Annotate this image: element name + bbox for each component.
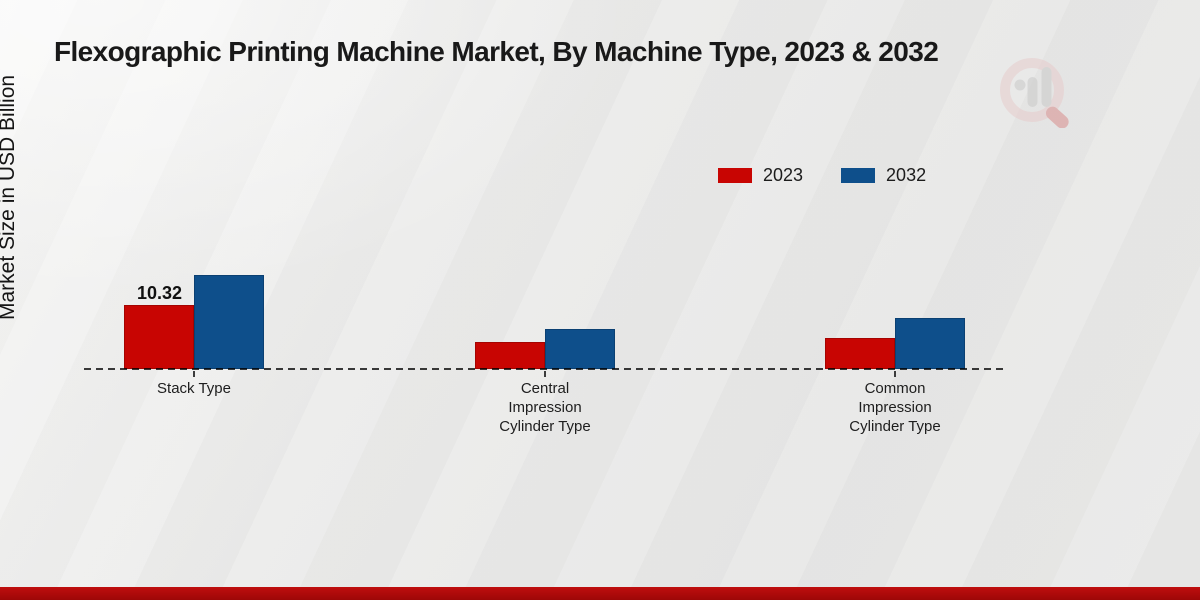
category-label-common-impression: Common Impression Cylinder Type [849, 380, 941, 435]
legend-label-2023: 2023 [763, 165, 804, 185]
bar-central-impression-2032 [545, 329, 615, 369]
footer-accent-bar [0, 587, 1200, 600]
x-axis-baseline [84, 368, 1008, 370]
category-label-central-impression: Central Impression Cylinder Type [499, 380, 591, 435]
bar-common-impression-2032 [895, 318, 965, 369]
legend: 2023 2032 [718, 165, 926, 186]
bar-stack-type-2023 [124, 305, 194, 369]
x-tick-stack-type [193, 371, 195, 377]
bar-common-impression-2023 [825, 338, 895, 369]
legend-swatch-2023 [718, 168, 752, 183]
legend-label-2032: 2032 [886, 165, 927, 185]
bar-stack-type-2032 [194, 275, 264, 369]
magnifier-bar-chart-logo-icon [996, 54, 1078, 133]
category-label-stack-type: Stack Type [157, 380, 231, 397]
legend-item-2032: 2032 [841, 165, 926, 186]
data-label-stack-2023: 10.32 [136, 283, 183, 303]
legend-item-2023: 2023 [718, 165, 803, 186]
chart-title: Flexographic Printing Machine Market, By… [54, 36, 939, 67]
x-tick-common-impression [894, 371, 896, 377]
legend-swatch-2032 [841, 168, 876, 183]
bar-central-impression-2023 [475, 342, 545, 369]
x-tick-central-impression [544, 371, 546, 377]
